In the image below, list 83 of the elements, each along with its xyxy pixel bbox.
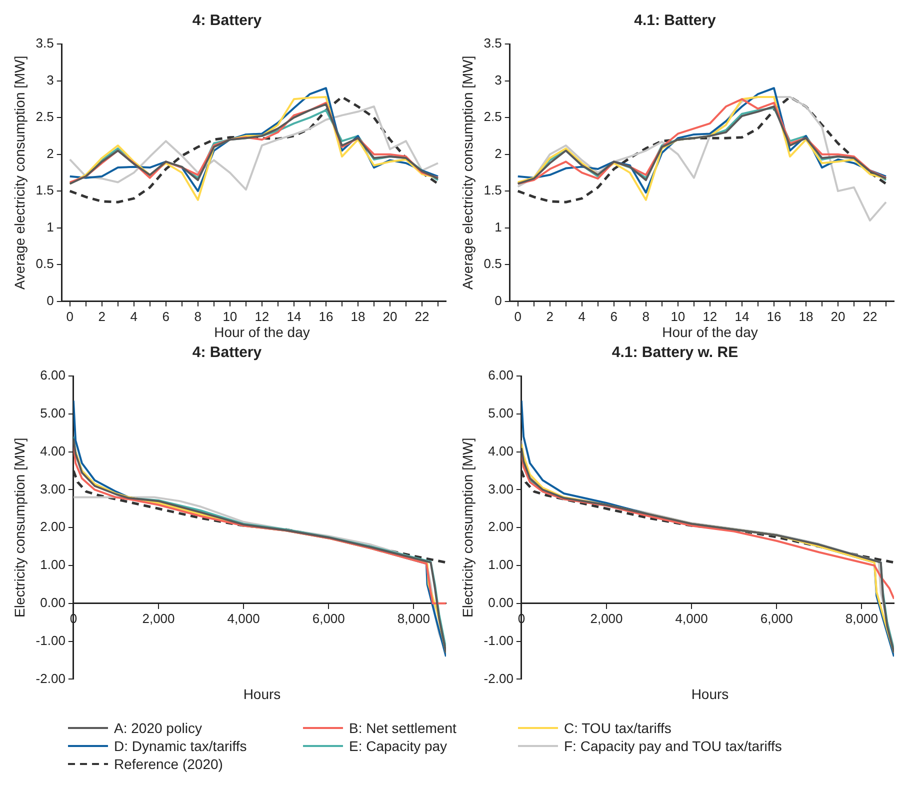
- x-tick-label: 20: [830, 308, 846, 324]
- x-tick-label: 18: [798, 308, 814, 324]
- y-tick-label: 2: [46, 146, 54, 161]
- legend-label: F: Capacity pay and TOU tax/tariffs: [564, 738, 782, 754]
- x-tick-label: 2,000: [142, 610, 175, 626]
- x-axis-title: Hours: [242, 686, 282, 702]
- y-tick-label: 2.00: [488, 519, 514, 534]
- y-tick-label: 0.00: [488, 594, 514, 610]
- y-tick-label: 1.00: [40, 557, 66, 572]
- y-axis-title: Average electricity consumption [MW]: [11, 56, 28, 290]
- legend-label: A: 2020 policy: [114, 720, 202, 736]
- x-tick-label: 8: [642, 308, 650, 324]
- y-tick-label: 3.00: [40, 481, 66, 496]
- x-tick-label: 4,000: [227, 610, 260, 626]
- y-axis-title: Electricity consumption [MW]: [459, 438, 476, 618]
- x-tick-label: 18: [350, 308, 366, 324]
- legend-label: Reference (2020): [114, 756, 223, 772]
- y-tick-label: 3.00: [488, 481, 514, 496]
- y-tick-label: 1: [494, 219, 502, 234]
- x-tick-label: 2: [546, 308, 554, 324]
- chart-title: 4.1: Battery w. RE: [612, 344, 738, 362]
- x-tick-label: 6,000: [760, 610, 793, 626]
- legend-label: E: Capacity pay: [349, 738, 448, 754]
- y-tick-label: -2.00: [36, 670, 66, 686]
- y-tick-label: 0: [46, 292, 54, 308]
- x-tick-label: 14: [734, 308, 750, 324]
- chart-title: 4: Battery: [192, 12, 262, 30]
- y-tick-label: 2.00: [40, 519, 66, 534]
- y-tick-label: 1.00: [488, 557, 514, 572]
- x-tick-label: 6,000: [312, 610, 345, 626]
- legend-label: B: Net settlement: [349, 720, 456, 736]
- x-tick-label: 22: [414, 308, 430, 324]
- x-axis-title: Hour of the day: [213, 324, 311, 340]
- y-tick-label: 3.5: [36, 36, 54, 51]
- y-tick-label: 3.5: [484, 36, 502, 51]
- x-tick-label: 22: [862, 308, 878, 324]
- y-tick-label: 2.5: [36, 109, 54, 124]
- chart-title: 4: Battery: [192, 344, 262, 362]
- y-tick-label: 2: [494, 146, 502, 161]
- y-tick-label: 3: [46, 72, 54, 88]
- y-tick-label: 1.5: [36, 182, 54, 198]
- y-tick-label: 2.5: [484, 109, 502, 124]
- y-tick-label: 5.00: [40, 405, 66, 420]
- chart-title: 4.1: Battery: [634, 12, 717, 30]
- x-tick-label: 4: [578, 308, 586, 324]
- x-tick-label: 20: [382, 308, 398, 324]
- y-axis-title: Average electricity consumption [MW]: [459, 56, 476, 290]
- x-tick-label: 12: [702, 308, 718, 324]
- x-tick-label: 12: [254, 308, 270, 324]
- y-tick-label: 1: [46, 219, 54, 234]
- y-tick-label: -2.00: [484, 670, 514, 686]
- y-tick-label: 0.00: [40, 594, 66, 610]
- x-axis-title: Hour of the day: [661, 324, 759, 340]
- y-tick-label: 5.00: [488, 405, 514, 420]
- y-tick-label: 0: [494, 292, 502, 308]
- legend-label: D: Dynamic tax/tariffs: [114, 738, 247, 754]
- x-axis-title: Hours: [690, 686, 730, 702]
- x-tick-label: 8,000: [845, 610, 878, 626]
- x-tick-label: 16: [766, 308, 782, 324]
- y-tick-label: 0.5: [484, 256, 502, 272]
- x-tick-label: 10: [222, 308, 238, 324]
- y-tick-label: 0.5: [36, 256, 54, 272]
- x-tick-label: 8,000: [397, 610, 430, 626]
- legend-label: C: TOU tax/tariffs: [564, 720, 672, 736]
- y-tick-label: -1.00: [36, 632, 66, 648]
- y-tick-label: 6.00: [488, 368, 514, 383]
- x-tick-label: 4,000: [675, 610, 708, 626]
- x-tick-label: 16: [318, 308, 334, 324]
- y-tick-label: 4.00: [40, 443, 66, 458]
- x-tick-label: 14: [286, 308, 302, 324]
- x-tick-label: 8: [194, 308, 202, 324]
- y-tick-label: 1.5: [484, 182, 502, 198]
- y-tick-label: 3: [494, 72, 502, 88]
- x-tick-label: 10: [670, 308, 686, 324]
- y-tick-label: 4.00: [488, 443, 514, 458]
- x-tick-label: 4: [130, 308, 138, 324]
- x-tick-label: 2,000: [590, 610, 623, 626]
- y-axis-title: Electricity consumption [MW]: [11, 438, 28, 618]
- x-tick-label: 2: [98, 308, 106, 324]
- y-tick-label: -1.00: [484, 632, 514, 648]
- y-tick-label: 6.00: [40, 368, 66, 383]
- x-tick-label: 6: [162, 308, 170, 324]
- x-tick-label: 6: [610, 308, 618, 324]
